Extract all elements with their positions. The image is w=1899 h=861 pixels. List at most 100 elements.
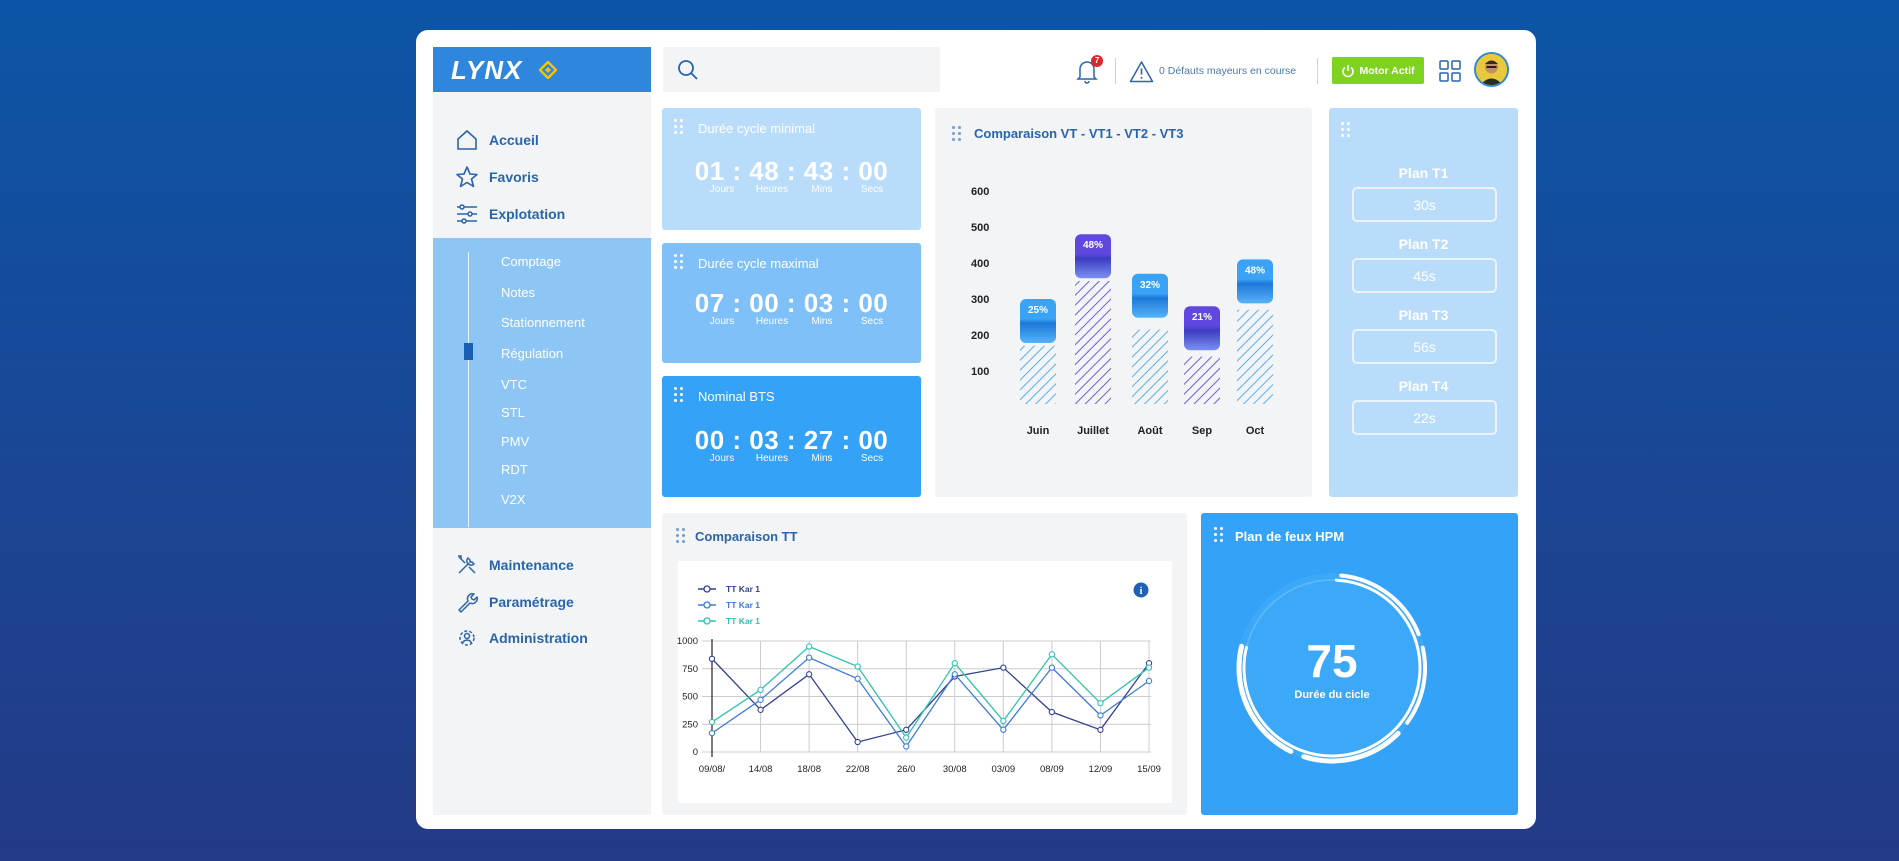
- drag-handle-icon[interactable]: [674, 119, 684, 135]
- submenu-item-stationnement[interactable]: Stationnement: [501, 315, 585, 330]
- wrench-icon: [458, 593, 478, 613]
- bar-badge: [1020, 299, 1056, 343]
- gauge-label: Durée du cicle: [1294, 689, 1370, 701]
- gauge-arc: [1339, 573, 1421, 637]
- gauge-arc: [1301, 730, 1401, 764]
- timer-tile-min[interactable]: Durée cycle minimal 01 : 48 : 43 : 00 Jo…: [662, 108, 921, 230]
- logo-diamond-icon: [539, 61, 557, 79]
- grid-apps-icon[interactable]: [1439, 60, 1461, 82]
- bell-icon: [1076, 61, 1098, 84]
- drag-handle-icon[interactable]: [1341, 122, 1351, 138]
- data-point: [1000, 717, 1007, 725]
- data-point: [757, 696, 764, 703]
- sidebar-item-parametrage[interactable]: Paramétrage: [455, 590, 574, 614]
- drag-handle-icon[interactable]: [952, 126, 962, 142]
- submenu-item-rdt[interactable]: RDT: [501, 462, 528, 477]
- timer-tile-nominal[interactable]: Nominal BTS 00 : 03 : 27 : 00 Jours Heur…: [662, 376, 921, 497]
- drag-handle-icon[interactable]: [674, 254, 684, 270]
- plans-panel: Plan T1 30s Plan T2 45s Plan T3 56s Plan…: [1329, 108, 1518, 497]
- bar-badge: [1075, 234, 1111, 279]
- drag-handle-icon[interactable]: [1214, 527, 1224, 543]
- sidebar-item-explotation[interactable]: Explotation: [455, 202, 565, 226]
- data-point: [757, 686, 764, 693]
- sidebar-item-label: Favoris: [489, 169, 539, 185]
- notifications-button[interactable]: 7: [1075, 55, 1103, 84]
- timer-value: 00 : 03 : 27 : 00: [694, 425, 889, 455]
- avatar[interactable]: [1474, 52, 1509, 87]
- info-icon-glyph: i: [1140, 586, 1143, 597]
- plan-label: Plan T3: [1398, 307, 1449, 323]
- series-line: [711, 658, 1150, 743]
- data-label: 21%: [1192, 312, 1212, 323]
- unit-label: Mins: [811, 453, 833, 464]
- unit-label: Mins: [811, 184, 833, 195]
- timer-value: 01 : 48 : 43 : 00: [694, 156, 889, 186]
- power-icon: [1342, 64, 1355, 77]
- unit-label: Heures: [755, 453, 789, 464]
- legend-marker: [703, 617, 711, 625]
- data-point: [903, 734, 910, 741]
- bar-chart: 600 500 400 300 200 100 25% Juin 48% Juillet 32% Ao…: [971, 186, 1273, 437]
- timer-tile-max[interactable]: Durée cycle maximal 07 : 00 : 03 : 00 Jo…: [662, 243, 921, 363]
- tile-title: Durée cycle minimal: [698, 121, 816, 136]
- x-tick-label: 09/08/: [699, 764, 726, 775]
- sidebar-item-label: Explotation: [489, 206, 566, 222]
- legend-marker: [703, 585, 711, 593]
- bar-chart-panel: Comparaison VT - VT1 - VT2 - VT3 600 500 4…: [935, 108, 1312, 497]
- legend-label: TT Kar 1: [726, 600, 760, 610]
- submenu-item-notes[interactable]: Notes: [501, 285, 535, 300]
- data-point: [708, 718, 716, 726]
- data-point: [1097, 712, 1104, 719]
- y-tick-label: 100: [971, 366, 989, 378]
- gauge-halo: [1237, 573, 1427, 763]
- submenu-item-regulation[interactable]: Régulation: [501, 346, 564, 361]
- drag-handle-icon[interactable]: [676, 528, 686, 544]
- notification-badge: 7: [1091, 55, 1103, 67]
- gauge-value: 75: [1306, 635, 1358, 687]
- search-icon: [678, 60, 698, 80]
- data-point: [854, 663, 861, 670]
- bar-badge: [1237, 259, 1273, 304]
- submenu-item-vtc[interactable]: VTC: [501, 377, 527, 392]
- search-input[interactable]: [663, 47, 940, 92]
- x-tick-label: Oct: [1246, 425, 1265, 437]
- sidebar-item-maintenance[interactable]: Maintenance: [455, 553, 574, 577]
- y-tick-label: 0: [693, 747, 698, 758]
- logo-bar[interactable]: LYNX: [433, 47, 651, 92]
- plan-t4-button[interactable]: 22s: [1352, 400, 1497, 435]
- data-point: [854, 738, 861, 746]
- sidebar-item-administration[interactable]: Administration: [455, 626, 588, 650]
- plan-t3-button[interactable]: 56s: [1352, 329, 1497, 364]
- bar: [1132, 329, 1168, 404]
- timer-value: 07 : 00 : 03 : 00: [694, 288, 889, 318]
- sidebar-item-favoris[interactable]: Favoris: [455, 165, 539, 189]
- unit-label: Jours: [709, 184, 735, 195]
- submenu-item-comptage[interactable]: Comptage: [501, 254, 561, 269]
- series-line: [711, 645, 1150, 739]
- unit-label: Secs: [860, 184, 884, 195]
- x-tick-label: 22/08: [846, 764, 870, 775]
- x-tick-label: 08/09: [1040, 764, 1064, 775]
- data-point: [1097, 700, 1104, 707]
- submenu-item-stl[interactable]: STL: [501, 405, 525, 420]
- submenu-item-pmv[interactable]: PMV: [501, 434, 530, 449]
- warning-icon: [1129, 61, 1154, 83]
- motor-actif-label: Motor Actif: [1359, 64, 1415, 77]
- submenu-item-v2x[interactable]: V2X: [501, 492, 526, 507]
- y-tick-label: 400: [971, 258, 989, 270]
- plan-label: Plan T1: [1398, 165, 1449, 181]
- submenu-active-marker: [464, 343, 473, 360]
- plan-t2-button[interactable]: 45s: [1352, 258, 1497, 293]
- motor-actif-button[interactable]: Motor Actif: [1332, 57, 1424, 84]
- y-tick-label: 1000: [677, 636, 698, 647]
- y-tick-label: 250: [682, 719, 698, 730]
- tile-title: Durée cycle maximal: [698, 256, 819, 271]
- legend-marker: [703, 601, 711, 609]
- drag-handle-icon[interactable]: [674, 387, 684, 403]
- bar: [1020, 345, 1056, 404]
- sidebar-item-accueil[interactable]: Accueil: [455, 128, 539, 152]
- x-tick-label: 12/09: [1089, 764, 1113, 775]
- data-point: [1145, 677, 1153, 685]
- data-point: [1145, 664, 1153, 671]
- plan-t1-button[interactable]: 30s: [1352, 187, 1497, 222]
